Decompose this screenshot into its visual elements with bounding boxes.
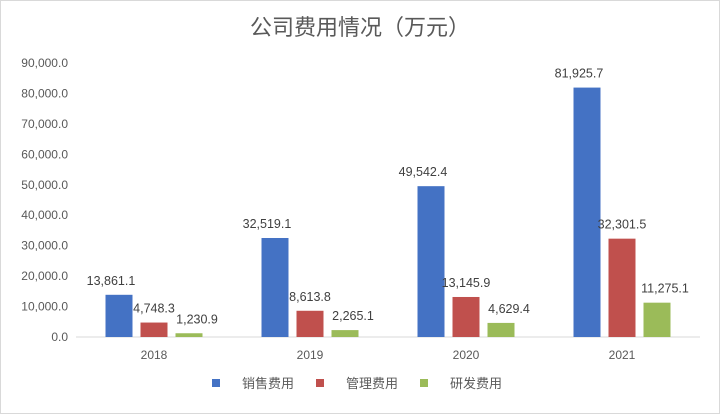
x-tick-label: 2020 (453, 348, 480, 362)
data-label: 11,275.1 (641, 282, 689, 296)
x-tick-label: 2019 (297, 348, 324, 362)
y-tick-label: 40,000.0 (21, 208, 68, 222)
legend-swatch (212, 379, 220, 387)
y-tick-label: 20,000.0 (21, 269, 68, 283)
y-tick-label: 60,000.0 (21, 147, 68, 161)
data-label: 1,230.9 (176, 312, 218, 326)
bar (643, 302, 671, 337)
bar (105, 294, 133, 337)
legend-swatch (316, 379, 324, 387)
bar (608, 238, 636, 337)
bar (417, 186, 445, 337)
y-tick-label: 90,000.0 (21, 56, 68, 70)
bar (487, 322, 515, 337)
data-label: 8,613.8 (289, 290, 331, 304)
y-tick-label: 10,000.0 (21, 300, 68, 314)
data-label: 4,629.4 (488, 302, 530, 316)
data-label: 4,748.3 (133, 302, 175, 316)
data-label: 32,519.1 (243, 217, 292, 231)
y-tick-label: 50,000.0 (21, 178, 68, 192)
bar (296, 310, 324, 337)
y-tick-label: 80,000.0 (21, 86, 68, 100)
legend-swatch (420, 379, 428, 387)
data-label: 13,145.9 (442, 276, 491, 290)
bar (573, 87, 601, 337)
chart-title: 公司费用情况（万元） (249, 16, 470, 41)
legend-label: 管理费用 (346, 377, 398, 392)
data-label: 49,542.4 (399, 165, 448, 179)
x-tick-label: 2021 (609, 348, 636, 362)
data-label: 2,265.1 (332, 309, 374, 323)
y-tick-label: 30,000.0 (21, 239, 68, 253)
data-label: 32,301.5 (598, 218, 647, 232)
data-label: 81,925.7 (555, 67, 604, 81)
bar (140, 322, 168, 337)
legend-label: 研发费用 (450, 376, 502, 392)
bar (175, 333, 203, 337)
bar (261, 237, 289, 337)
y-tick-label: 70,000.0 (21, 117, 68, 131)
data-label: 13,861.1 (87, 274, 136, 288)
y-tick-label: 0.0 (51, 330, 68, 344)
bar (452, 296, 480, 337)
legend-label: 销售费用 (242, 376, 294, 392)
x-tick-label: 2018 (141, 348, 168, 362)
bar (331, 330, 359, 337)
